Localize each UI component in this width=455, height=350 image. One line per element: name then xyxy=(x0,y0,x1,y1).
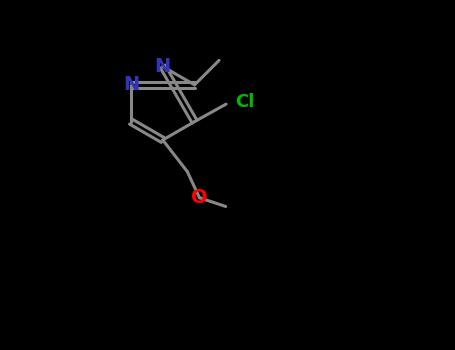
Text: O: O xyxy=(191,188,208,207)
Text: N: N xyxy=(155,57,171,76)
Text: Cl: Cl xyxy=(235,93,254,111)
Text: N: N xyxy=(123,75,139,94)
